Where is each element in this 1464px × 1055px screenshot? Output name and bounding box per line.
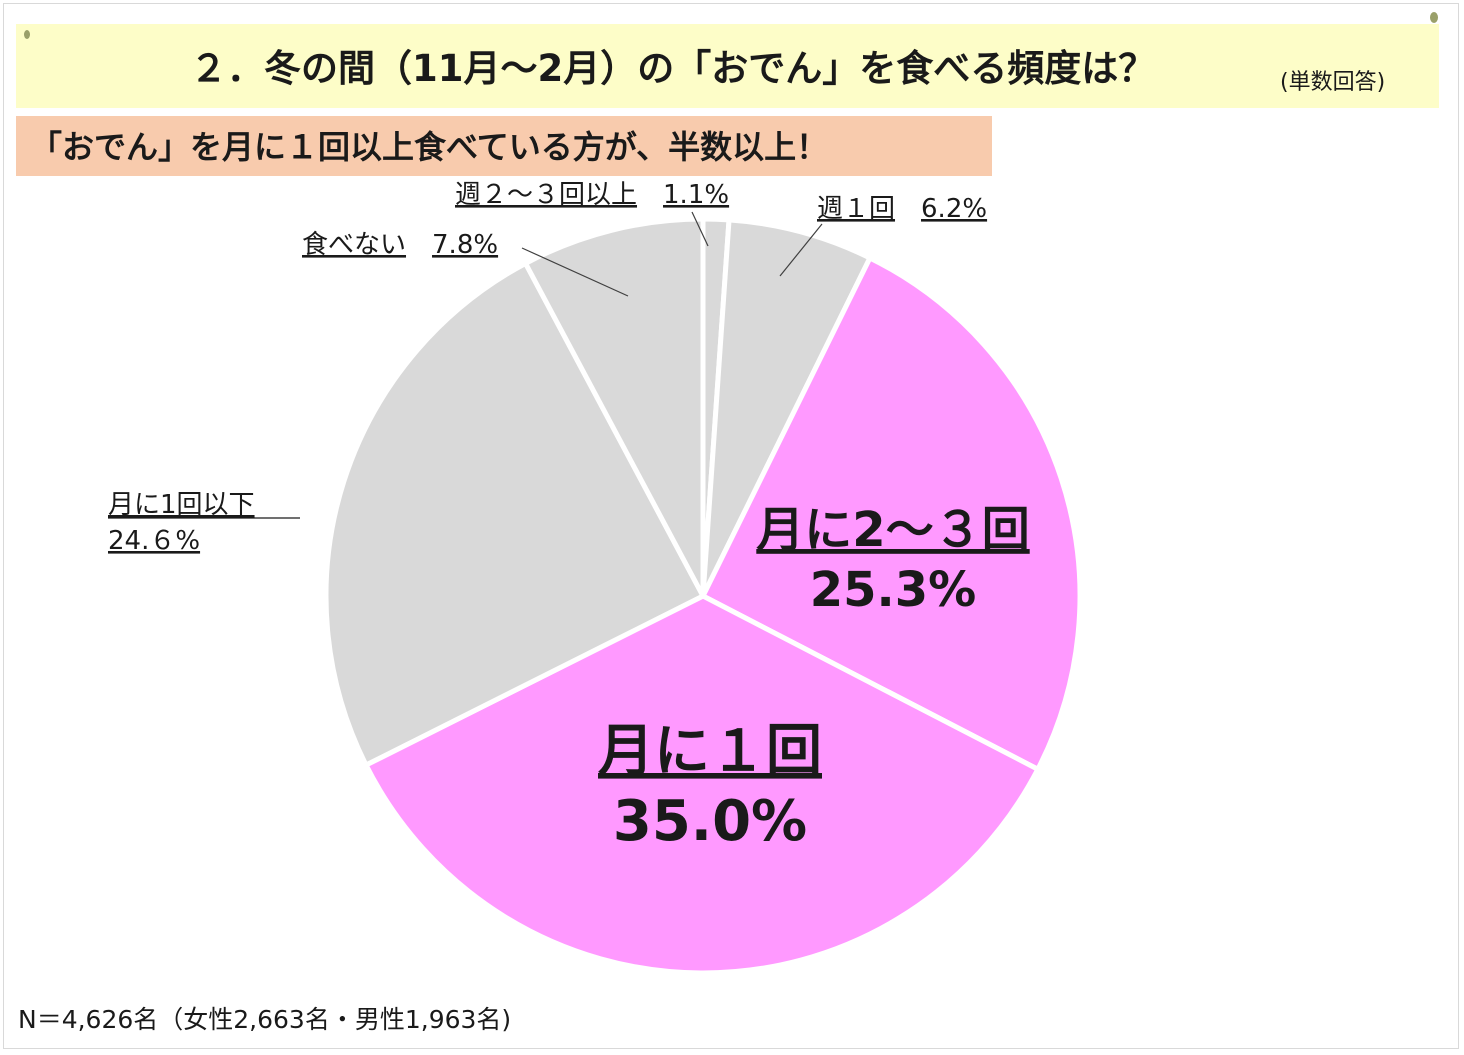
decor-dot-right — [1430, 12, 1438, 23]
chart-title: ２．冬の間（11月～2月）の「おでん」を食べる頻度は？ — [190, 47, 1156, 90]
leader-week23 — [691, 211, 709, 247]
slice-month23 — [700, 255, 1083, 772]
pie-slices — [323, 216, 1083, 976]
slice-month1 — [363, 593, 1041, 976]
label-week23-text: 週２～３回以上 — [455, 180, 637, 210]
label-month1-text: 月に１回 — [598, 719, 822, 784]
chart-subtitle: 「おでん」を月に１回以上食べている方が、半数以上！ — [30, 128, 829, 166]
label-week23-value: 1.1% — [663, 180, 729, 210]
slice-week1 — [700, 217, 873, 599]
label-week1-value: 6.2% — [921, 194, 987, 224]
label-none-value: 7.8% — [432, 230, 498, 260]
slice-none — [523, 216, 706, 599]
leader-lines — [521, 211, 823, 297]
label-month23-text: 月に2～３回 — [756, 502, 1029, 558]
label-month23-value: 25.3% — [810, 562, 977, 618]
label-less-text: 月に1回以下 — [108, 490, 255, 520]
slice-less — [323, 260, 706, 768]
label-none-text: 食べない — [302, 230, 406, 260]
title-bar — [16, 24, 1439, 108]
label-none: 食べない 7.8% — [302, 230, 498, 260]
leader-none — [521, 247, 629, 297]
title-note: (単数回答) — [1280, 70, 1386, 95]
sample-size-note: N＝4,626名（女性2,663名・男性1,963名) — [18, 1005, 512, 1034]
label-week1-text: 週１回 — [817, 194, 895, 224]
label-less-value: 24.６% — [108, 526, 200, 556]
label-month1-value: 35.0% — [613, 789, 807, 854]
leader-week1 — [779, 223, 823, 277]
decor-dot-left — [24, 30, 30, 39]
label-week1: 週１回 6.2% — [817, 194, 987, 224]
label-week23: 週２～３回以上 1.1% — [455, 180, 729, 210]
subtitle-bar — [16, 116, 992, 176]
chart-frame — [3, 3, 1459, 1049]
